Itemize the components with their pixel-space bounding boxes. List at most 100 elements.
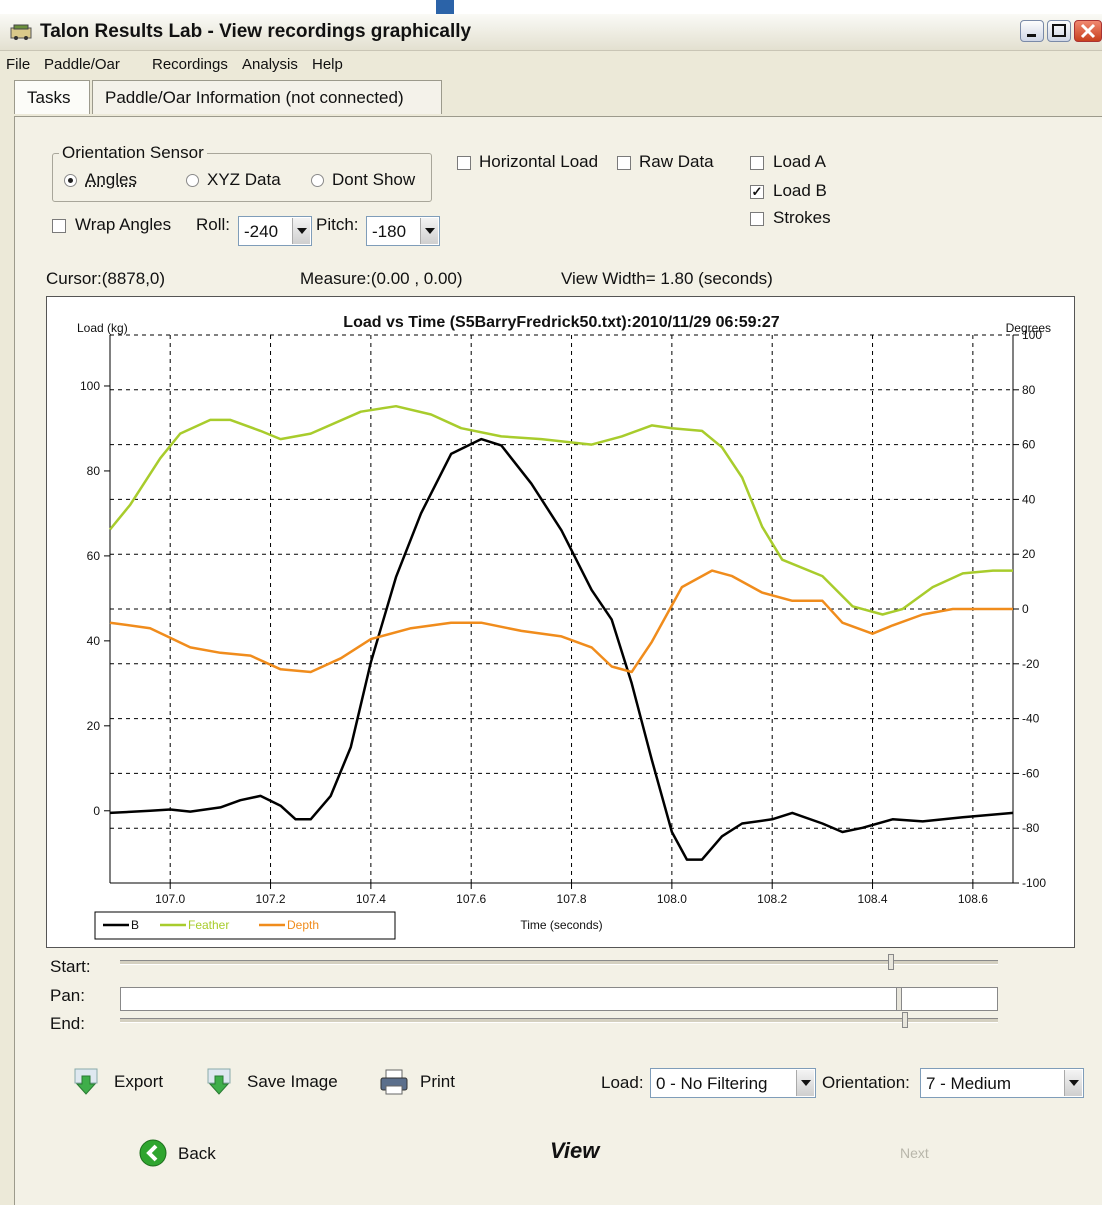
y-tick-label: 20 xyxy=(87,719,101,733)
horizontal-load-checkbox[interactable] xyxy=(457,156,471,170)
load-filter-value: 0 - No Filtering xyxy=(656,1074,768,1093)
tab-paddle-oar-information[interactable]: Paddle/Oar Information (not connected) xyxy=(92,80,442,114)
top-strip-mark xyxy=(436,0,454,14)
roll-value: -240 xyxy=(244,222,279,241)
x-tick-label: 107.6 xyxy=(456,892,486,906)
chevron-down-icon xyxy=(420,218,438,244)
x-tick-label: 108.4 xyxy=(858,892,888,906)
load-b-checkbox[interactable]: ✓ xyxy=(750,184,764,199)
tab-tasks[interactable]: Tasks xyxy=(14,80,90,114)
load-a-checkbox[interactable] xyxy=(750,156,764,170)
view-width-readout: View Width= 1.80 (seconds) xyxy=(561,269,773,288)
y-tick-label: 0 xyxy=(93,804,100,818)
menu-help[interactable]: Help xyxy=(312,56,343,73)
start-slider[interactable] xyxy=(120,960,998,965)
y2-tick-label: 40 xyxy=(1022,492,1036,506)
pitch-value: -180 xyxy=(372,222,407,241)
menu-file[interactable]: File xyxy=(6,56,31,73)
x-tick-label: 108.6 xyxy=(958,892,988,906)
raw-data-label: Raw Data xyxy=(639,152,714,171)
chart-title: Load vs Time (S5BarryFredrick50.txt):201… xyxy=(343,314,779,331)
maximize-icon xyxy=(1052,24,1066,37)
x-tick-label: 107.8 xyxy=(557,892,587,906)
print-button[interactable]: Print xyxy=(420,1072,455,1091)
export-icon[interactable] xyxy=(72,1066,102,1096)
y2-tick-label: 0 xyxy=(1022,602,1029,616)
series-line-b xyxy=(109,437,1014,861)
y2-axis-label: Degrees xyxy=(1006,321,1051,335)
wrap-angles-checkbox[interactable] xyxy=(52,219,66,233)
legend-label-b: B xyxy=(131,918,139,932)
roll-select[interactable]: -240 xyxy=(238,216,312,246)
pan-scrollbar-thumb[interactable] xyxy=(896,987,902,1011)
close-button[interactable] xyxy=(1074,20,1102,42)
cursor-readout: Cursor:(8878,0) xyxy=(46,269,166,288)
dont-show-label: Dont Show xyxy=(332,170,416,189)
save-image-icon[interactable] xyxy=(205,1066,235,1096)
orientation-filter-select[interactable]: 7 - Medium xyxy=(920,1068,1084,1098)
pan-scrollbar[interactable] xyxy=(120,987,998,1011)
load-vs-time-chart[interactable]: Load vs Time (S5BarryFredrick50.txt):201… xyxy=(47,297,1074,947)
back-button[interactable]: Back xyxy=(178,1144,216,1163)
x-axis-label: Time (seconds) xyxy=(520,918,602,932)
x-tick-label: 107.2 xyxy=(256,892,286,906)
back-arrow-icon[interactable] xyxy=(138,1138,168,1168)
orientation-filter-value: 7 - Medium xyxy=(926,1074,1012,1093)
load-filter-select[interactable]: 0 - No Filtering xyxy=(650,1068,816,1098)
xyz-data-radio[interactable] xyxy=(186,174,199,187)
wrap-angles-label: Wrap Angles xyxy=(75,215,172,234)
x-tick-label: 107.4 xyxy=(356,892,386,906)
next-button[interactable]: Next xyxy=(900,1145,929,1161)
maximize-button[interactable] xyxy=(1047,20,1071,42)
load-b-label: Load B xyxy=(773,181,827,200)
pan-label: Pan: xyxy=(50,986,85,1005)
y2-tick-label: 100 xyxy=(1022,328,1042,342)
series-line-depth xyxy=(109,569,1013,674)
menu-bar: File Paddle/Oar Recordings Analysis Help xyxy=(0,52,1102,78)
y2-tick-label: -60 xyxy=(1022,766,1040,780)
menu-analysis[interactable]: Analysis xyxy=(242,56,298,73)
y2-tick-label: -100 xyxy=(1022,876,1046,890)
printer-icon[interactable] xyxy=(378,1068,410,1096)
x-tick-label: 107.0 xyxy=(155,892,185,906)
y2-tick-label: 20 xyxy=(1022,547,1036,561)
end-slider-thumb[interactable] xyxy=(902,1012,908,1028)
load-a-label: Load A xyxy=(773,152,826,171)
load-filter-label: Load: xyxy=(601,1073,644,1092)
series-line-feather xyxy=(109,404,1013,616)
end-slider[interactable] xyxy=(120,1018,998,1023)
legend-label-depth: Depth xyxy=(287,918,319,932)
x-tick-label: 108.2 xyxy=(757,892,787,906)
chart-legend xyxy=(94,911,396,940)
y-tick-label: 100 xyxy=(80,379,100,393)
angles-radio[interactable] xyxy=(64,174,77,187)
save-image-button[interactable]: Save Image xyxy=(247,1072,338,1091)
top-strip xyxy=(0,0,1102,14)
strokes-checkbox[interactable] xyxy=(750,212,764,226)
legend-label-feather: Feather xyxy=(188,918,229,932)
minimize-button[interactable] xyxy=(1020,20,1044,42)
menu-paddle-oar[interactable]: Paddle/Oar xyxy=(44,56,120,73)
chart-container[interactable]: Load vs Time (S5BarryFredrick50.txt):201… xyxy=(46,296,1075,948)
view-heading: View xyxy=(550,1138,600,1163)
dont-show-radio[interactable] xyxy=(311,174,324,187)
export-button[interactable]: Export xyxy=(114,1072,164,1091)
start-slider-thumb[interactable] xyxy=(888,954,894,970)
y2-tick-label: -20 xyxy=(1022,657,1040,671)
strokes-label: Strokes xyxy=(773,208,831,227)
menu-recordings[interactable]: Recordings xyxy=(152,56,228,73)
end-label: End: xyxy=(50,1014,85,1033)
x-tick-label: 108.0 xyxy=(657,892,687,906)
pitch-select[interactable]: -180 xyxy=(366,216,440,246)
angles-label: Angles xyxy=(85,170,137,189)
chevron-down-icon xyxy=(796,1070,814,1096)
pitch-label: Pitch: xyxy=(316,215,359,234)
title-bar: Talon Results Lab - View recordings grap… xyxy=(0,14,1102,51)
raw-data-checkbox[interactable] xyxy=(617,156,631,170)
orientation-filter-label: Orientation: xyxy=(822,1073,910,1092)
orientation-sensor-title: Orientation Sensor xyxy=(59,143,207,163)
y2-tick-label: -40 xyxy=(1022,712,1040,726)
measure-readout: Measure:(0.00 , 0.00) xyxy=(300,269,463,288)
orientation-sensor-group: Orientation Sensor Angles XYZ Data Dont … xyxy=(52,143,432,202)
xyz-data-label: XYZ Data xyxy=(207,170,281,189)
